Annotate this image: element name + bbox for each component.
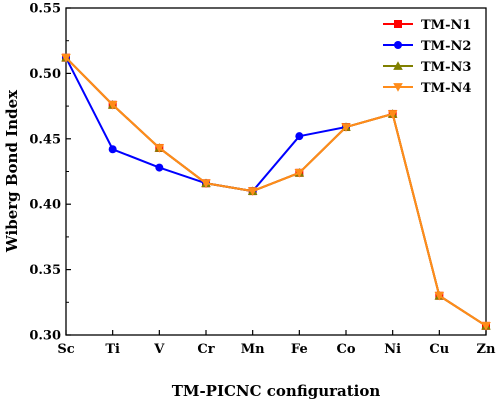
point-tm-n2-ti	[108, 145, 117, 154]
legend-label-tm-n1: TM-N1	[421, 18, 471, 33]
plot-area	[65, 7, 487, 336]
point-tm-n4-fe	[294, 168, 305, 178]
x-tick-label-sc: Sc	[57, 342, 74, 357]
y-axis-ticks: 0.30 0.35 0.40 0.45 0.50 0.55	[29, 2, 71, 344]
legend-label-tm-n4: TM-N4	[421, 81, 471, 96]
point-tm-n4-cr	[201, 179, 211, 189]
y-axis-title: Wiberg Bond Index	[3, 89, 21, 253]
series-tm-n2	[62, 53, 350, 196]
y-tick-label-0.30: 0.30	[29, 329, 61, 344]
legend-item-tm-n3: TM-N3	[383, 60, 471, 75]
x-axis-ticks: Sc Ti V Cr Mn Fe Co Ni Cu Zn	[57, 330, 496, 357]
plot-frame	[65, 7, 487, 336]
y-tick-label-0.35: 0.35	[29, 263, 61, 278]
x-tick-label-cu: Cu	[429, 342, 449, 357]
series-layer	[61, 52, 491, 331]
legend-item-tm-n2: TM-N2	[383, 39, 471, 54]
x-tick-label-co: Co	[336, 342, 355, 357]
x-tick-label-zn: Zn	[477, 342, 496, 357]
x-tick-label-mn: Mn	[241, 342, 265, 357]
y-tick-label-0.45: 0.45	[29, 132, 61, 147]
x-axis-title: TM-PICNC configuration	[172, 382, 381, 400]
x-tick-label-ti: Ti	[105, 342, 120, 357]
x-tick-label-ni: Ni	[384, 342, 401, 357]
point-tm-n4-cu	[434, 291, 445, 301]
point-tm-n4-co	[341, 123, 351, 132]
point-tm-n4-zn	[481, 322, 491, 331]
legend-item-tm-n1: TM-N1	[383, 18, 471, 33]
legend-label-tm-n2: TM-N2	[421, 39, 471, 54]
y-tick-label-0.40: 0.40	[29, 198, 61, 213]
point-tm-n4-ni	[387, 110, 398, 119]
legend-label-tm-n3: TM-N3	[421, 60, 471, 75]
legend-item-tm-n4: TM-N4	[383, 81, 471, 96]
series-line-tm-n2	[65, 57, 347, 193]
point-tm-n4-sc	[61, 53, 71, 63]
series-line-tm-n4	[65, 56, 487, 327]
point-tm-n4-mn	[247, 187, 258, 196]
y-tick-label-0.55: 0.55	[29, 2, 61, 17]
point-tm-n2-fe	[295, 132, 304, 141]
legend: TM-N1 TM-N2 TM-N3 TM-N4	[383, 18, 471, 96]
x-tick-label-v: V	[153, 342, 165, 357]
point-tm-n2-v	[155, 163, 164, 172]
series-tm-n4	[61, 53, 491, 331]
legend-marker-tm-n4	[393, 83, 403, 92]
legend-marker-tm-n1	[394, 20, 402, 28]
series-line-tm-n1	[65, 56, 487, 327]
legend-marker-tm-n2	[394, 41, 402, 49]
series-line-tm-n3	[65, 56, 487, 327]
legend-marker-tm-n3	[393, 61, 403, 70]
x-tick-label-fe: Fe	[291, 342, 308, 357]
x-tick-label-cr: Cr	[197, 342, 214, 357]
point-tm-n4-ti	[107, 100, 118, 110]
point-tm-n4-v	[154, 144, 165, 153]
y-tick-label-0.50: 0.50	[29, 67, 61, 82]
